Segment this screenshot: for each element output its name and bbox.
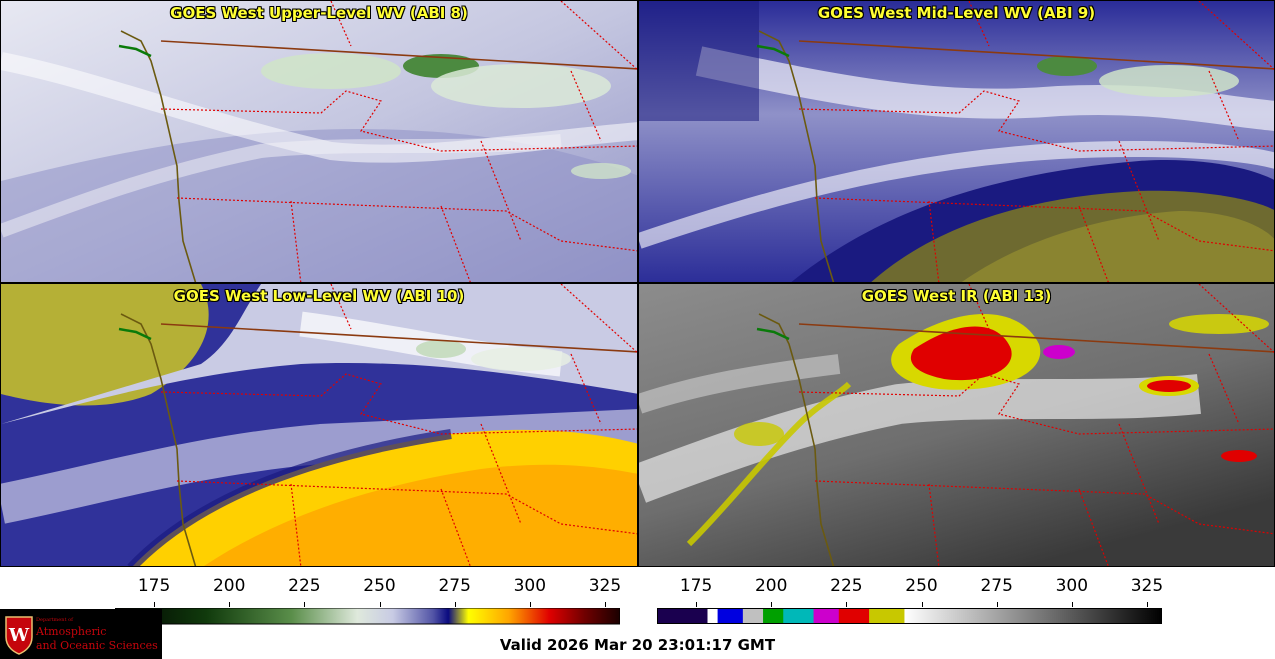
colorbar-wv-tick-mark — [304, 602, 306, 607]
aos-logo: W Department of Atmospheric and Oceanic … — [0, 609, 162, 659]
colorbar-ir-tick-label: 225 — [830, 576, 863, 596]
colorbar-wv-tick-label: 300 — [513, 576, 547, 596]
panel-low-level-wv: GOES West Low-Level WV (ABI 10) — [0, 283, 638, 567]
uw-seal-icon: W — [5, 616, 33, 655]
colorbar-ir-tick-mark — [846, 602, 848, 607]
colorbar-ir-tick-label: 200 — [754, 576, 788, 596]
colorbar-ir-segment — [717, 608, 744, 624]
panel-title: GOES West Upper-Level WV (ABI 8) — [170, 4, 468, 22]
valid-time: Valid 2026 Mar 20 23:01:17 GMT — [499, 636, 776, 654]
colorbar-ir-tick-mark — [1146, 602, 1148, 607]
colorbar-wv-tick-mark — [154, 602, 156, 607]
panel-ir: GOES West IR (ABI 13) — [638, 283, 1275, 567]
colorbar-wv-tick-label: 225 — [288, 576, 321, 596]
colorbar-wv-tick-label: 175 — [137, 576, 171, 596]
colorbar-ir-tick-label: 275 — [980, 576, 1013, 596]
colorbar-wv-tick-mark — [604, 602, 606, 607]
upper-level-wv-imagery — [1, 1, 637, 282]
colorbar-ir-segment — [869, 608, 905, 624]
panel-title: GOES West Low-Level WV (ABI 10) — [173, 287, 465, 305]
colorbar-wv-tick-mark — [379, 602, 381, 607]
colorbar-ir-tick-mark — [696, 602, 698, 607]
colorbar-ir-segment — [838, 608, 870, 624]
colorbar-ir-tick-mark — [1071, 602, 1073, 607]
colorbar-wv-gradient — [115, 608, 620, 625]
colorbar-ir-segment — [707, 608, 719, 624]
colorbar-ir-tick-label: 175 — [679, 576, 713, 596]
panel-title: GOES West Mid-Level WV (ABI 9) — [817, 4, 1096, 22]
colorbar-ir-segment — [783, 608, 815, 624]
mid-level-wv-imagery — [639, 1, 1274, 282]
colorbar-wv-fill — [115, 608, 620, 625]
colorbar-ir-tick-label: 250 — [905, 576, 938, 596]
colorbar-ir-gradient — [657, 608, 1162, 624]
colorbar-ir-segment — [742, 608, 764, 624]
colorbar-wv-tick-label: 250 — [363, 576, 396, 596]
seal-letter: W — [8, 625, 30, 646]
colorbar-ir-tick-mark — [921, 602, 923, 607]
colorbar-ir-border — [657, 608, 1162, 624]
colorbar-ir-tick-label: 300 — [1055, 576, 1089, 596]
colorbar-wv-tick-mark — [529, 602, 531, 607]
panel-upper-level-wv: GOES West Upper-Level WV (ABI 8) — [0, 0, 638, 283]
colorbar-ir-segment — [813, 608, 840, 624]
logo-line-2: Atmospheric — [36, 625, 107, 638]
ir-imagery — [639, 284, 1274, 566]
colorbar-wv-tick-label: 325 — [588, 576, 622, 596]
colorbar-wv-tick-mark — [454, 602, 456, 607]
colorbar-wv: 175 200 225 250 275 300 325 — [115, 574, 622, 626]
colorbar-wv-tick-label: 275 — [438, 576, 471, 596]
panel-mid-level-wv: GOES West Mid-Level WV (ABI 9) — [638, 0, 1275, 283]
low-level-wv-imagery — [1, 284, 637, 566]
colorbar-ir-gray — [904, 608, 1162, 624]
colorbar-ir-tick-mark — [771, 602, 773, 607]
colorbar-ir-segment — [657, 608, 708, 624]
colorbar-wv-tick-mark — [229, 602, 231, 607]
logo-line-1: Department of — [36, 617, 73, 623]
colorbar-ir: 175 200 225 250 275 300 325 — [657, 574, 1164, 626]
panel-title: GOES West IR (ABI 13) — [861, 287, 1052, 305]
colorbar-wv-tick-label: 200 — [212, 576, 246, 596]
logo-line-3: and Oceanic Sciences — [36, 639, 158, 652]
colorbar-ir-tick-mark — [996, 602, 998, 607]
colorbar-ir-segment — [763, 608, 784, 624]
colorbar-ir-tick-label: 325 — [1130, 576, 1164, 596]
